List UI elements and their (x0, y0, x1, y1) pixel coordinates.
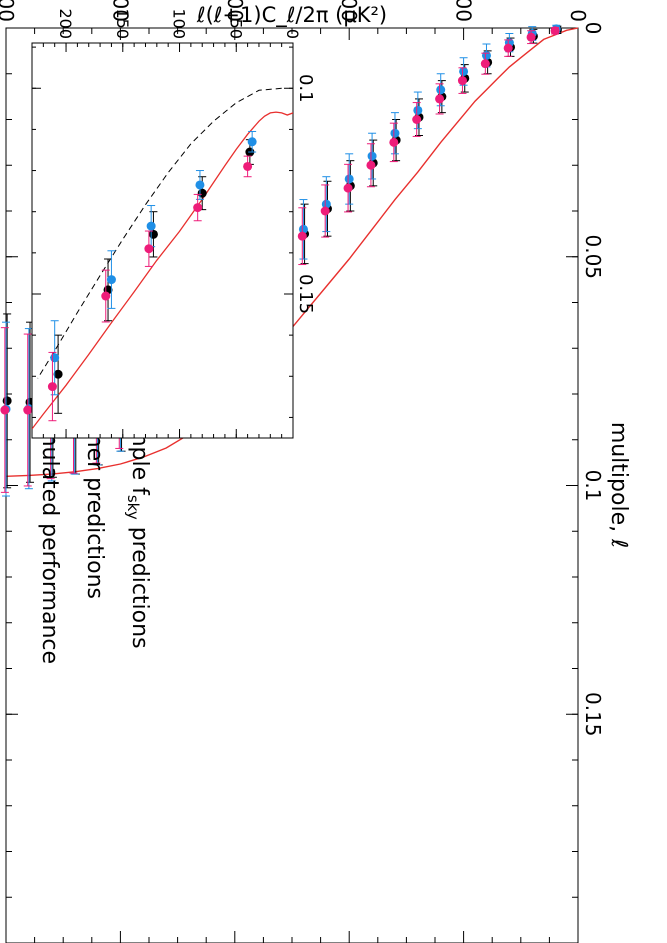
x-axis-label: multipole, ℓ (606, 422, 631, 548)
legend-label-fsky-suffix: predictions (127, 520, 152, 649)
rotated-figure: 0200400600800100000.050.10.15 multipole,… (0, 0, 631, 943)
data-point (413, 105, 423, 115)
theory-curve (5, 27, 579, 477)
inset-ticks: 0 50 100 150 200 0.1 0.15 (31, 8, 316, 438)
data-point (390, 128, 400, 138)
x-tick-label: 800 (108, 0, 132, 22)
main-theory-curve (5, 27, 579, 477)
x-tick-label: 400 (337, 0, 361, 22)
y-tick-label: 0.05 (581, 234, 605, 279)
inset-y-tick-label: 0.1 (295, 74, 316, 103)
data-point (146, 221, 156, 231)
data-point (0, 405, 10, 415)
data-point (503, 43, 513, 53)
inset-x-tick-label: 0 (283, 29, 302, 39)
inset-x-tick-label: 50 (226, 19, 245, 39)
data-point (320, 206, 330, 216)
data-point (526, 32, 536, 42)
data-point (550, 26, 560, 36)
data-point (297, 231, 307, 241)
data-point (435, 94, 445, 104)
y-tick-label: 0 (581, 22, 605, 35)
x-tick-label: 200 (452, 0, 476, 22)
x-tick-label: 600 (223, 0, 247, 22)
data-point (50, 353, 60, 363)
inset-theory-curve (32, 111, 293, 430)
y-tick-label: 0.1 (581, 470, 605, 502)
data-point (101, 291, 111, 301)
legend-label-simulated: Simulated performance (37, 405, 62, 664)
inset-series (47, 130, 257, 422)
data-point (197, 188, 207, 198)
data-point (47, 382, 57, 392)
data-point (366, 160, 376, 170)
x-tick-label: 1000 (0, 0, 18, 22)
inset-dashed-curve (37, 87, 282, 379)
legend-label-fsky: Simple fsky predictions (124, 405, 152, 649)
data-point (480, 59, 490, 69)
data-point (195, 180, 205, 190)
data-point (321, 199, 331, 209)
inset-curves (32, 87, 293, 430)
inset-y-tick-label: 0.15 (295, 274, 316, 314)
data-point (193, 203, 203, 213)
data-point (459, 66, 469, 76)
data-point (344, 174, 354, 184)
inset-x-tick-label: 200 (56, 8, 75, 39)
data-point (436, 85, 446, 95)
data-point (2, 396, 12, 406)
data-point (144, 244, 154, 254)
data-point (481, 50, 491, 60)
data-point (367, 151, 377, 161)
inset-frame (31, 42, 294, 439)
legend-label-fsky-sub: sky (124, 495, 142, 520)
y-axis-label: ℓ(ℓ+1)C_ℓ/2π (μK²) (196, 3, 387, 28)
data-point (412, 115, 422, 124)
inset-series (47, 155, 253, 422)
data-point (53, 369, 63, 379)
inset-x-tick-label: 150 (113, 8, 132, 39)
data-point (247, 137, 257, 147)
x-tick-label: 0 (566, 9, 590, 22)
data-point (106, 275, 116, 285)
inset-series (50, 130, 257, 396)
inset-x-tick-label: 100 (170, 8, 189, 39)
data-point (389, 137, 399, 147)
y-tick-label: 0.15 (581, 692, 605, 737)
data-point (243, 161, 253, 171)
main-ticks: 0200400600800100000.050.10.15 (0, 0, 605, 943)
data-point (23, 405, 33, 415)
data-point (457, 76, 467, 86)
data-point (343, 183, 353, 193)
data-point (298, 224, 308, 234)
